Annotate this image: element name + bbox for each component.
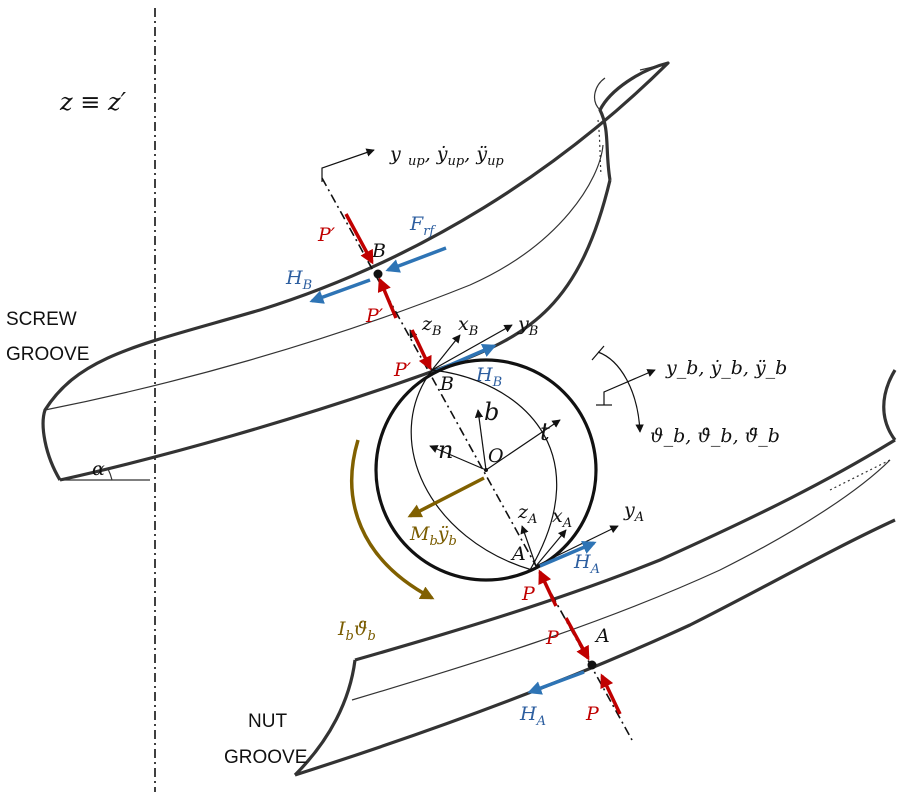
frame-t-label: t bbox=[540, 418, 550, 446]
alpha-arc bbox=[107, 468, 113, 481]
ball-motion-arrow bbox=[603, 369, 656, 405]
force-p-prime-top-label: P′ bbox=[317, 224, 336, 246]
center-o-label: O bbox=[488, 445, 504, 467]
force-h-a-contact-label: HA bbox=[573, 551, 600, 577]
upper-motion-label: y bbox=[389, 143, 401, 165]
ball-rotation-label: ϑ_b, ϑ̇_b, ϑ̈_b bbox=[650, 425, 780, 447]
nut-groove-label-line1: NUT bbox=[248, 711, 287, 732]
screw-groove: α bbox=[41, 61, 670, 482]
force-p-bottom-label: P bbox=[585, 703, 600, 725]
upper-motion-label-rest: up, ẏup, ÿup bbox=[408, 143, 504, 169]
point-b-screw bbox=[373, 269, 383, 279]
z-a-axis-arrow bbox=[520, 525, 537, 567]
ball-rotation-tick bbox=[591, 345, 605, 361]
ball-meridian-2 bbox=[431, 369, 558, 571]
force-p-bottom-arrow bbox=[600, 673, 622, 715]
screw-groove-label-line2: GROOVE bbox=[6, 344, 89, 365]
force-p-prime-contact-label: P′ bbox=[393, 359, 412, 381]
moment-m-label: Mbÿb bbox=[409, 523, 457, 549]
force-p-prime-top-arrow bbox=[344, 213, 374, 265]
force-p-prime-contact-arrow bbox=[410, 329, 432, 371]
frame-n-arrow bbox=[429, 445, 487, 471]
force-h-a-contact-arrow bbox=[539, 540, 597, 568]
force-p-mid-arrow bbox=[564, 617, 590, 661]
y-a-label: yA bbox=[623, 499, 644, 525]
inertia-label: Ibϑ̈b bbox=[337, 618, 376, 644]
ball-rotation-arc bbox=[597, 351, 644, 433]
point-b-top-label: B bbox=[371, 240, 386, 262]
point-a-nut bbox=[587, 660, 597, 670]
upper-motion-arrow bbox=[321, 148, 375, 182]
frame-b-label: b bbox=[484, 398, 499, 426]
y-b-axis-arrow bbox=[431, 324, 513, 371]
force-f-rf-arrow bbox=[385, 246, 447, 273]
force-f-rf-label: Frf bbox=[409, 213, 436, 239]
force-h-a-bottom-label: HA bbox=[519, 703, 546, 729]
point-b-contact-label: B bbox=[439, 373, 454, 395]
frame-b-arrow bbox=[474, 409, 487, 471]
force-h-b-contact-label: HB bbox=[475, 364, 502, 390]
force-p-prime-mid-arrow bbox=[377, 277, 398, 319]
ball bbox=[374, 358, 598, 582]
moment-m-arrow bbox=[407, 476, 485, 518]
frame-n-label: n bbox=[438, 436, 453, 464]
y-a-axis-arrow bbox=[535, 525, 619, 567]
frame-t-arrow bbox=[485, 419, 561, 471]
force-p-mid-label: P bbox=[545, 627, 560, 649]
z-a-label: zA bbox=[517, 501, 537, 527]
point-a-contact-label: A bbox=[510, 543, 526, 565]
screw-groove-label-line1: SCREW bbox=[6, 309, 77, 330]
x-a-label: xA bbox=[552, 505, 572, 531]
nut-groove bbox=[293, 369, 897, 777]
axis-z-label: z ≡ z′ bbox=[59, 88, 127, 116]
x-a-axis-arrow bbox=[535, 529, 567, 567]
force-h-b-top-arrow bbox=[309, 278, 371, 304]
x-b-axis-arrow bbox=[431, 334, 461, 371]
force-h-b-top-label: HB bbox=[285, 267, 312, 293]
force-h-a-bottom-arrow bbox=[527, 670, 585, 695]
force-p-prime-mid-label: P′ bbox=[365, 305, 384, 327]
inertia-arc-arrow bbox=[350, 439, 435, 600]
x-b-label: xB bbox=[458, 313, 478, 339]
ball-meridian-1 bbox=[410, 369, 533, 571]
force-p-contact-label: P bbox=[521, 583, 536, 605]
point-a-bottom-label: A bbox=[594, 625, 610, 647]
z-b-label: zB bbox=[421, 313, 442, 339]
y-b-label: yB bbox=[517, 313, 538, 339]
nut-groove-label-line2: GROOVE bbox=[224, 747, 307, 768]
ball-motion-label: y_b, ẏ_b, ÿ_b bbox=[665, 357, 787, 379]
alpha-label: α bbox=[92, 458, 105, 480]
force-p-contact-arrow bbox=[538, 569, 558, 607]
